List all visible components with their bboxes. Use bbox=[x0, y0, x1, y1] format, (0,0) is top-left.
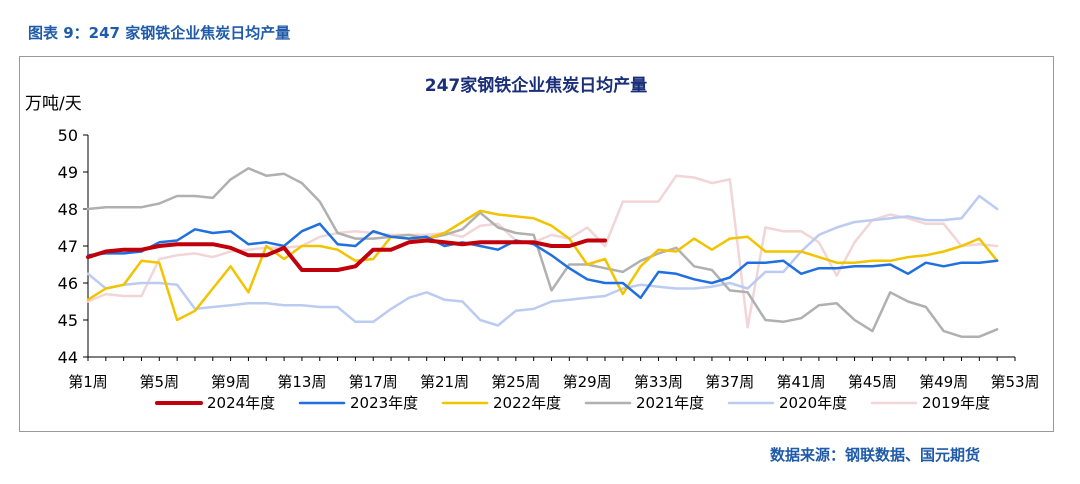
x-tick-label: 第49周 bbox=[919, 373, 968, 391]
x-tick-label: 第13周 bbox=[277, 373, 326, 391]
series-line-2021年度 bbox=[86, 167, 999, 338]
chart-title: 247家钢铁企业焦炭日均产量 bbox=[425, 75, 648, 96]
line-chart: 247家钢铁企业焦炭日均产量 万吨/天 44 45 46 47 48 49 50 第1周 第5… bbox=[25, 75, 1040, 412]
x-tick-label: 第41周 bbox=[777, 373, 826, 391]
x-tick-label: 第25周 bbox=[491, 373, 540, 391]
y-tick-label: 47 bbox=[58, 237, 78, 256]
x-tick-label: 第21周 bbox=[420, 373, 469, 391]
y-tick-label: 50 bbox=[58, 126, 78, 145]
x-tick-label: 第33周 bbox=[634, 373, 683, 391]
series-layer bbox=[86, 167, 999, 338]
y-tick-label: 49 bbox=[58, 163, 78, 182]
y-axis: 44 45 46 47 48 49 50 bbox=[58, 126, 89, 367]
legend-label: 2023年度 bbox=[350, 394, 418, 412]
source-note: 数据来源：钢联数据、国元期货 bbox=[769, 446, 980, 464]
chart-frame: 247家钢铁企业焦炭日均产量 万吨/天 44 45 46 47 48 49 50 第1周 第5… bbox=[19, 56, 1054, 432]
legend-label: 2024年度 bbox=[207, 394, 275, 412]
legend-label: 2021年度 bbox=[636, 394, 704, 412]
legend-label: 2019年度 bbox=[922, 394, 990, 412]
legend: 2024年度 2023年度 2022年度 2021年度 2020年度 2019年度 bbox=[155, 394, 990, 412]
legend-label: 2022年度 bbox=[493, 394, 561, 412]
y-tick-label: 48 bbox=[58, 200, 78, 219]
x-tick-label: 第5周 bbox=[140, 373, 180, 391]
figure-label: 图表 9：247 家钢铁企业焦炭日均产量 bbox=[28, 24, 291, 42]
series-line-2022年度 bbox=[86, 209, 999, 322]
series-line-2020年度 bbox=[86, 194, 999, 327]
x-tick-label: 第45周 bbox=[848, 373, 897, 391]
x-tick-label: 第29周 bbox=[563, 373, 612, 391]
x-tick-label: 第17周 bbox=[349, 373, 398, 391]
y-tick-label: 45 bbox=[58, 311, 78, 330]
series-line-2024年度 bbox=[86, 238, 607, 272]
x-tick-label: 第1周 bbox=[68, 373, 108, 391]
x-tick-label: 第53周 bbox=[990, 373, 1039, 391]
y-tick-label: 44 bbox=[58, 348, 78, 367]
y-axis-label: 万吨/天 bbox=[25, 94, 82, 114]
x-axis: 第1周 第5周 第9周 第13周 第17周 第21周 第25周 第29周 第33周 第37周 第41… bbox=[68, 356, 1040, 391]
series-line-2023年度 bbox=[86, 222, 999, 300]
x-tick-label: 第37周 bbox=[705, 373, 754, 391]
x-tick-label: 第9周 bbox=[211, 373, 251, 391]
legend-label: 2020年度 bbox=[779, 394, 847, 412]
y-tick-label: 46 bbox=[58, 274, 78, 293]
